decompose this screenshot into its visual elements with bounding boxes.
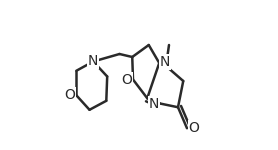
Text: N: N [149, 96, 159, 111]
Text: O: O [188, 121, 199, 135]
Text: N: N [88, 54, 98, 68]
Text: O: O [64, 88, 75, 102]
Text: O: O [121, 72, 132, 87]
Text: N: N [160, 55, 170, 69]
